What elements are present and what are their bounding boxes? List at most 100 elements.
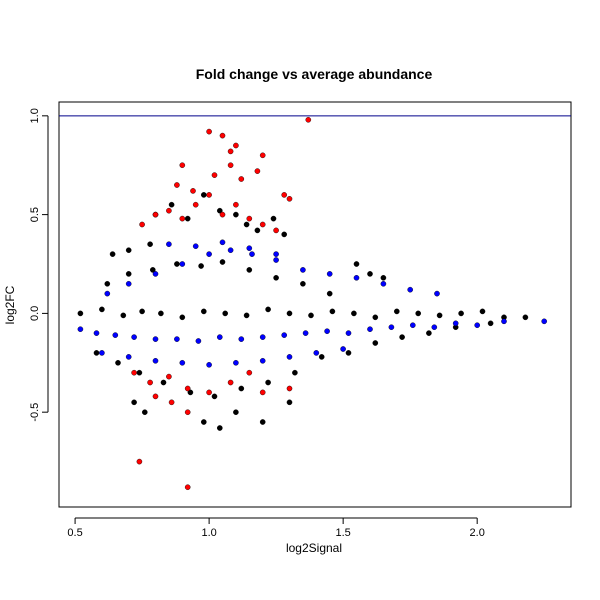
data-point-blue bbox=[99, 350, 105, 356]
data-point-blue bbox=[152, 336, 159, 342]
data-point-black bbox=[216, 207, 223, 214]
data-point-red bbox=[131, 369, 137, 376]
x-axis-label: log2Signal bbox=[286, 541, 342, 555]
data-point-black bbox=[147, 241, 153, 247]
data-point-blue bbox=[541, 318, 548, 325]
data-point-red bbox=[259, 389, 266, 396]
data-point-black bbox=[136, 369, 143, 376]
data-point-black bbox=[326, 290, 333, 297]
data-point-red bbox=[190, 188, 196, 194]
data-point-black bbox=[200, 419, 207, 425]
data-point-blue bbox=[179, 261, 186, 267]
data-point-blue bbox=[206, 361, 212, 368]
data-point-black bbox=[246, 267, 253, 273]
data-point-black bbox=[273, 274, 279, 281]
data-point-black bbox=[200, 308, 207, 315]
data-point-blue bbox=[192, 243, 199, 249]
data-point-black bbox=[270, 215, 277, 222]
data-point-black bbox=[353, 261, 360, 267]
y-tick-label: 0.0 bbox=[29, 306, 41, 321]
data-point-blue bbox=[174, 336, 180, 342]
data-point-black bbox=[104, 280, 111, 287]
plot-frame bbox=[58, 101, 572, 508]
data-point-red bbox=[174, 182, 180, 188]
data-point-red bbox=[227, 148, 234, 155]
data-point-black bbox=[184, 215, 191, 222]
data-point-black bbox=[380, 274, 387, 281]
data-point-blue bbox=[431, 324, 438, 331]
y-axis-label: log2FC bbox=[3, 285, 17, 324]
data-point-blue bbox=[152, 357, 159, 364]
data-point-black bbox=[479, 308, 486, 315]
data-point-black bbox=[372, 340, 379, 346]
data-point-black bbox=[372, 314, 379, 321]
data-point-blue bbox=[407, 286, 414, 293]
data-point-blue bbox=[326, 271, 333, 277]
data-point-black bbox=[286, 399, 293, 406]
data-point-red bbox=[206, 389, 212, 396]
data-point-red bbox=[184, 484, 191, 491]
data-point-red bbox=[227, 379, 234, 386]
data-point-black bbox=[198, 263, 204, 269]
data-point-black bbox=[160, 379, 167, 386]
x-tick-label: 0.5 bbox=[67, 527, 82, 539]
data-point-red bbox=[273, 227, 279, 234]
data-point-red bbox=[206, 128, 212, 135]
data-point-blue bbox=[452, 320, 459, 327]
data-point-red bbox=[184, 409, 191, 416]
x-tick-label: 1.0 bbox=[201, 527, 216, 539]
data-point-black bbox=[436, 312, 443, 319]
data-point-blue bbox=[302, 330, 309, 336]
data-point-black bbox=[308, 312, 314, 319]
data-point-red bbox=[233, 142, 239, 149]
data-point-blue bbox=[300, 267, 306, 273]
data-point-black bbox=[125, 271, 132, 277]
data-point-red bbox=[238, 176, 245, 182]
data-point-blue bbox=[434, 290, 440, 297]
data-point-black bbox=[281, 231, 288, 238]
data-point-black bbox=[300, 280, 306, 287]
data-point-blue bbox=[345, 330, 352, 336]
data-point-black bbox=[187, 389, 194, 396]
data-point-blue bbox=[324, 328, 330, 335]
y-tick-label: 1.0 bbox=[29, 108, 41, 123]
data-point-red bbox=[246, 369, 253, 376]
data-point-blue bbox=[353, 274, 360, 281]
data-point-black bbox=[200, 192, 207, 198]
data-point-blue bbox=[125, 280, 132, 287]
data-point-black bbox=[99, 306, 105, 313]
data-point-black bbox=[487, 320, 494, 327]
x-axis: 0.5 1.0 1.5 2.0 bbox=[67, 517, 485, 539]
data-point-black bbox=[243, 312, 250, 319]
data-point-blue bbox=[313, 350, 320, 356]
y-tick-label: 0.5 bbox=[29, 207, 41, 222]
data-point-red bbox=[184, 385, 191, 392]
data-point-blue bbox=[501, 318, 507, 325]
data-point-black bbox=[179, 314, 186, 321]
data-point-red bbox=[227, 162, 234, 168]
data-point-black bbox=[131, 399, 137, 406]
data-point-black bbox=[115, 359, 121, 366]
data-point-blue bbox=[380, 280, 387, 287]
data-point-black bbox=[158, 310, 164, 317]
data-point-blue bbox=[281, 332, 288, 338]
data-point-red bbox=[259, 152, 266, 159]
data-point-red bbox=[139, 221, 145, 228]
data-point-black bbox=[141, 409, 148, 416]
data-point-red bbox=[286, 195, 293, 202]
data-point-blue bbox=[166, 241, 172, 247]
data-point-black bbox=[233, 211, 239, 218]
data-point-black bbox=[238, 385, 245, 392]
data-point-red bbox=[147, 379, 153, 386]
data-point-black bbox=[522, 314, 529, 321]
data-point-black bbox=[351, 310, 357, 317]
data-point-red bbox=[254, 168, 261, 174]
data-point-black bbox=[265, 306, 271, 313]
data-point-red bbox=[305, 117, 312, 123]
data-point-blue bbox=[259, 334, 266, 340]
data-point-blue bbox=[238, 336, 245, 342]
data-point-black bbox=[265, 379, 271, 386]
data-point-black bbox=[318, 354, 325, 360]
data-point-red bbox=[136, 458, 143, 465]
data-point-black bbox=[120, 312, 127, 319]
